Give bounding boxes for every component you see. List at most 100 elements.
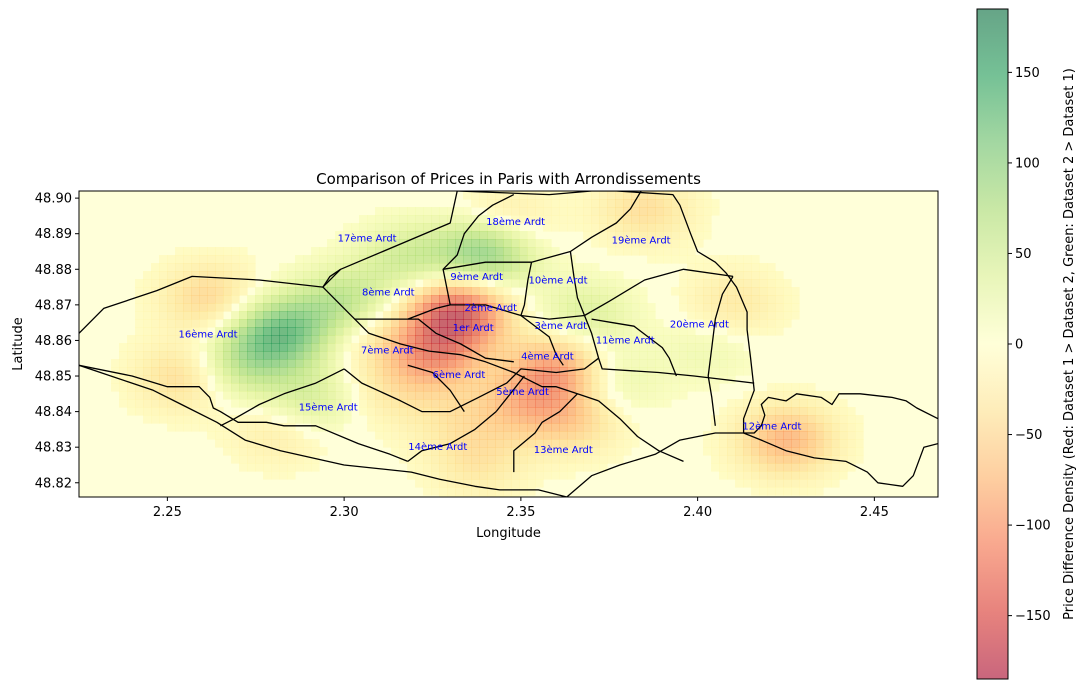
density-cell <box>511 335 520 344</box>
density-cell <box>727 359 736 368</box>
density-cell <box>407 287 416 296</box>
density-cell <box>247 439 256 448</box>
density-cell <box>191 367 200 376</box>
density-cell <box>855 423 864 432</box>
density-cell <box>839 399 848 408</box>
density-cell <box>791 407 800 416</box>
density-cell <box>607 279 616 288</box>
density-cell <box>303 359 312 368</box>
density-cell <box>527 351 536 360</box>
density-cell <box>551 327 560 336</box>
density-cell <box>511 327 520 336</box>
density-cell <box>599 367 608 376</box>
density-cell <box>695 279 704 288</box>
density-cell <box>831 463 840 472</box>
density-cell <box>335 343 344 352</box>
density-cell <box>487 455 496 464</box>
density-cell <box>487 199 496 208</box>
density-cell <box>711 447 720 456</box>
density-cell <box>695 207 704 216</box>
density-cell <box>759 327 768 336</box>
density-cell <box>247 359 256 368</box>
density-cell <box>711 431 720 440</box>
density-cell <box>447 255 456 264</box>
density-cell <box>351 351 360 360</box>
density-cell <box>303 439 312 448</box>
density-cell <box>783 319 792 328</box>
density-cell <box>471 287 480 296</box>
density-cell <box>575 407 584 416</box>
density-cell <box>359 383 368 392</box>
density-cell <box>391 375 400 384</box>
density-cell <box>439 495 448 497</box>
density-cell <box>623 247 632 256</box>
density-cell <box>271 359 280 368</box>
density-cell <box>551 287 560 296</box>
density-cell <box>407 207 416 216</box>
density-cell <box>223 343 232 352</box>
density-cell <box>247 327 256 336</box>
density-cell <box>575 383 584 392</box>
density-cell <box>559 215 568 224</box>
arrondissement-label: 12ème Ardt <box>742 420 801 432</box>
density-cell <box>247 311 256 320</box>
density-cell <box>727 351 736 360</box>
density-cell <box>143 399 152 408</box>
density-cell <box>135 303 144 312</box>
density-cell <box>471 383 480 392</box>
density-cell <box>455 463 464 472</box>
density-cell <box>303 287 312 296</box>
density-cell <box>695 231 704 240</box>
density-cell <box>671 351 680 360</box>
density-cell <box>615 439 624 448</box>
density-cell <box>303 319 312 328</box>
density-cell <box>183 351 192 360</box>
density-cell <box>159 303 168 312</box>
density-cell <box>455 327 464 336</box>
density-cell <box>407 359 416 368</box>
boundary-line <box>79 364 567 497</box>
density-cell <box>487 271 496 280</box>
density-cell <box>575 343 584 352</box>
density-cell <box>735 447 744 456</box>
density-cell <box>271 287 280 296</box>
density-cell <box>751 415 760 424</box>
density-cell <box>607 223 616 232</box>
density-cell <box>199 287 208 296</box>
density-cell <box>351 343 360 352</box>
density-cell <box>639 399 648 408</box>
density-cell <box>255 367 264 376</box>
density-cell <box>671 335 680 344</box>
density-cell <box>751 471 760 480</box>
density-cell <box>815 479 824 488</box>
density-cell <box>799 463 808 472</box>
boundary-line <box>707 276 734 426</box>
density-cell <box>519 279 528 288</box>
density-cell <box>591 191 600 200</box>
boundary-line <box>520 262 533 316</box>
density-cell <box>503 487 512 496</box>
density-cell <box>271 423 280 432</box>
density-cell <box>215 367 224 376</box>
density-cell <box>423 295 432 304</box>
density-cell <box>279 439 288 448</box>
density-cell <box>207 359 216 368</box>
density-cell <box>119 351 128 360</box>
density-cell <box>375 287 384 296</box>
density-cell <box>119 343 128 352</box>
density-cell <box>415 367 424 376</box>
density-cell <box>143 335 152 344</box>
density-cell <box>255 303 264 312</box>
density-cell <box>391 319 400 328</box>
density-cell <box>383 311 392 320</box>
density-cell <box>359 319 368 328</box>
density-cell <box>255 335 264 344</box>
density-cell <box>527 471 536 480</box>
density-cell <box>255 463 264 472</box>
density-cell <box>839 447 848 456</box>
density-cell <box>727 327 736 336</box>
density-cell <box>175 407 184 416</box>
density-cell <box>143 287 152 296</box>
density-cell <box>231 263 240 272</box>
density-cell <box>759 271 768 280</box>
